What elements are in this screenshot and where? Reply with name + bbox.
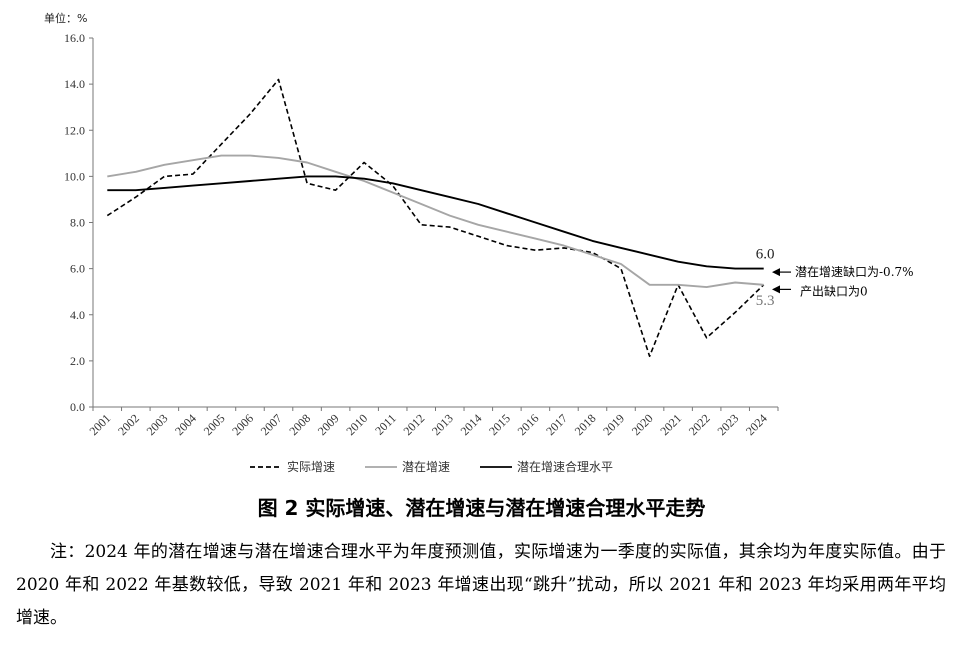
x-tick-label: 2003 — [144, 411, 171, 438]
figure-caption: 图 2 实际增速、潜在增速与潜在增速合理水平走势 — [257, 496, 706, 520]
x-tick-label: 2005 — [201, 411, 228, 438]
y-tick-label: 6.0 — [70, 262, 85, 276]
annot-arrow-lower-head — [772, 285, 780, 294]
y-tick-label: 12.0 — [64, 123, 85, 137]
series-line-2 — [107, 154, 764, 289]
x-tick-label: 2001 — [87, 411, 114, 438]
x-tick-label: 2021 — [657, 411, 684, 438]
y-tick-label: 2.0 — [70, 354, 85, 368]
series-line-1 — [106, 78, 765, 358]
legend-label-1: 实际增速 — [287, 459, 335, 474]
x-tick-label: 2016 — [515, 411, 542, 438]
end-label-lower: 5.3 — [756, 293, 775, 309]
x-tick-label: 2002 — [115, 411, 142, 438]
legend-label-3: 潜在增速合理水平 — [517, 459, 613, 474]
figure-note: 注：2024 年的潜在增速与潜在增速合理水平为年度预测值，实际增速为一季度的实际… — [16, 542, 946, 628]
y-tick-label: 0.0 — [70, 400, 85, 414]
legend-label-2: 潜在增速 — [402, 460, 450, 474]
annot-arrow-upper-head — [772, 268, 780, 277]
unit-label: 单位：% — [44, 11, 87, 25]
end-label-upper: 6.0 — [756, 247, 775, 263]
x-tick-label: 2014 — [458, 411, 485, 438]
x-tick-label: 2018 — [572, 411, 599, 438]
y-tick-label: 14.0 — [64, 77, 85, 91]
x-tick-label: 2008 — [286, 411, 313, 438]
y-tick-label: 16.0 — [64, 31, 85, 45]
x-tick-label: 2007 — [258, 411, 285, 438]
annotation-upper: 潜在增速缺口为-0.7% — [795, 264, 914, 279]
x-tick-label: 2020 — [629, 411, 656, 438]
x-tick-label: 2009 — [315, 411, 342, 438]
annotation-lower: 产出缺口为0 — [800, 283, 868, 298]
x-tick-label: 2022 — [686, 411, 713, 438]
y-tick-label: 4.0 — [70, 308, 85, 322]
x-tick-label: 2024 — [743, 411, 770, 438]
x-tick-label: 2006 — [229, 411, 256, 438]
y-tick-label: 10.0 — [64, 169, 85, 183]
series-line-3 — [107, 175, 764, 270]
x-tick-label: 2015 — [486, 411, 513, 438]
x-tick-label: 2012 — [400, 411, 427, 438]
x-tick-label: 2017 — [543, 411, 570, 438]
x-tick-label: 2010 — [343, 411, 370, 438]
x-tick-label: 2019 — [600, 411, 627, 438]
x-tick-label: 2004 — [172, 411, 199, 438]
x-tick-label: 2011 — [372, 411, 399, 438]
x-tick-label: 2023 — [714, 411, 741, 438]
y-tick-label: 8.0 — [70, 216, 85, 230]
x-tick-label: 2013 — [429, 411, 456, 438]
